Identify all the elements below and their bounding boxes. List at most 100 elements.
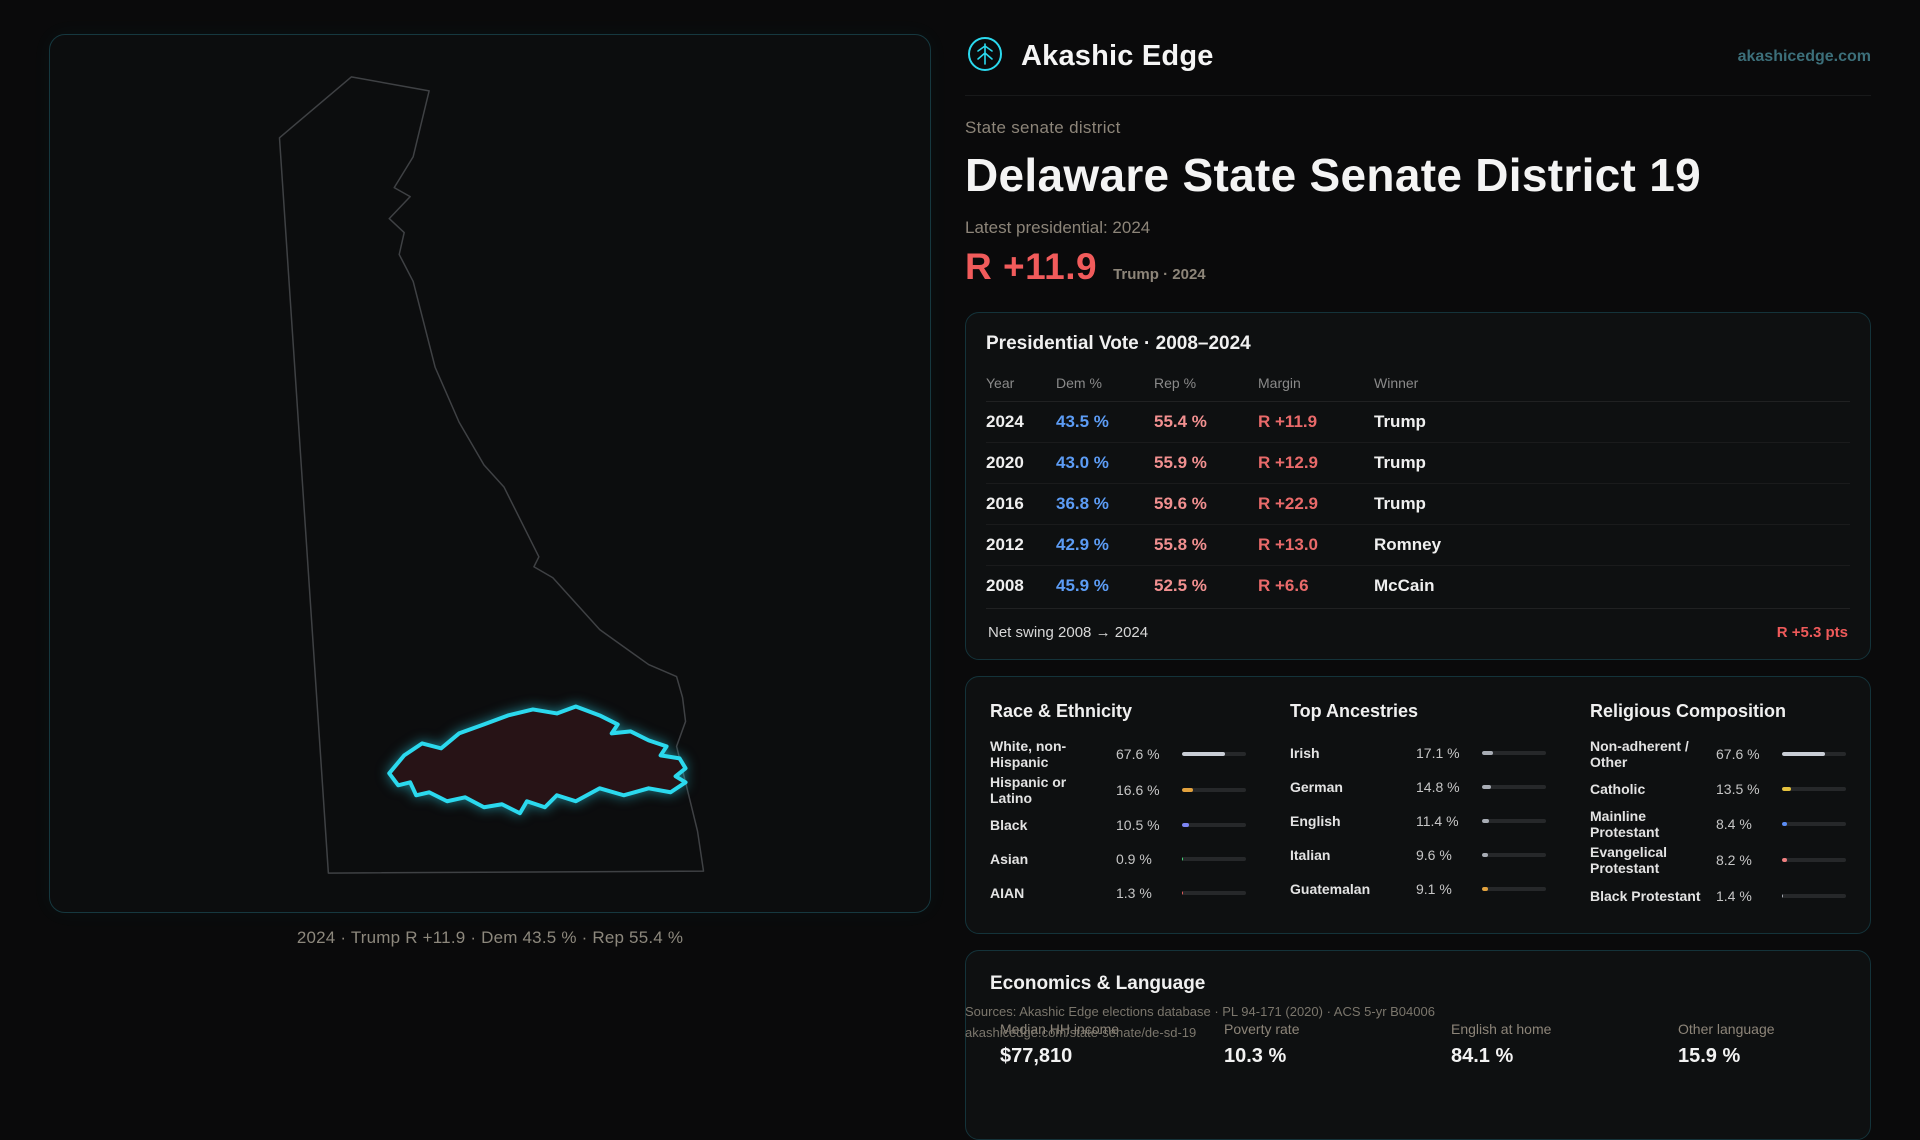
stat-median-income: Median HH income $77,810 xyxy=(1000,1020,1120,1067)
economics-card: Economics & Language Median HH income $7… xyxy=(965,949,1871,1140)
col-year: Year xyxy=(986,367,1056,402)
brand-name: Akashic Edge xyxy=(1021,40,1214,72)
col-margin: Margin xyxy=(1258,367,1374,402)
demo-bar xyxy=(1182,788,1246,793)
dem-cell: 42.9 % xyxy=(1056,524,1154,566)
stat-poverty-rate: Poverty rate 10.3 % xyxy=(1224,1020,1300,1067)
vote-row: 2016 36.8 % 59.6 % R +22.9 Trump xyxy=(986,483,1850,525)
margin-context: Trump · 2024 xyxy=(1113,266,1206,283)
demo-row: English 11.4 % xyxy=(1290,804,1546,838)
demo-bar xyxy=(1482,853,1546,857)
demo-row: Black 10.5 % xyxy=(990,808,1246,842)
district-shape[interactable] xyxy=(387,704,688,816)
winner-cell: Trump xyxy=(1374,401,1850,443)
brand-logo-icon xyxy=(965,34,1005,79)
vote-table-header: Year Dem % Rep % Margin Winner xyxy=(986,367,1850,402)
demo-bar xyxy=(1482,887,1546,891)
vote-card-title: Presidential Vote · 2008–2024 xyxy=(986,333,1251,354)
col-rep: Rep % xyxy=(1154,367,1258,402)
dem-cell: 43.0 % xyxy=(1056,442,1154,484)
demo-row: Italian 9.6 % xyxy=(1290,838,1546,872)
demo-row: AIAN 1.3 % xyxy=(990,876,1246,910)
map-caption: 2024 · Trump R +11.9 · Dem 43.5 % · Rep … xyxy=(296,928,684,947)
stat-other-language: Other language 15.9 % xyxy=(1678,1020,1775,1067)
demo-row: Black Protestant 1.4 % xyxy=(1590,879,1846,913)
demo-row: Irish 17.1 % xyxy=(1290,736,1546,770)
dem-cell: 43.5 % xyxy=(1056,401,1154,443)
latest-label: Latest presidential: 2024 xyxy=(965,218,1151,237)
demo-row: Catholic 13.5 % xyxy=(1590,772,1846,806)
demo-row: Guatemalan 9.1 % xyxy=(1290,872,1546,906)
demo-bar xyxy=(1482,751,1546,755)
religion-section: Religious Composition Non-adherent / Oth… xyxy=(1590,701,1846,913)
winner-cell: Trump xyxy=(1374,442,1850,484)
dem-cell: 45.9 % xyxy=(1056,576,1109,595)
winner-cell: Trump xyxy=(1374,483,1850,525)
year-cell: 2020 xyxy=(986,442,1056,484)
demo-row: Asian 0.9 % xyxy=(990,842,1246,876)
presidential-vote-card: Presidential Vote · 2008–2024 Year Dem %… xyxy=(965,312,1871,660)
demo-row: Mainline Protestant 8.4 % xyxy=(1590,806,1846,842)
demo-row: Non-adherent / Other 67.6 % xyxy=(1590,736,1846,772)
demo-row: White, non-Hispanic 67.6 % xyxy=(990,736,1246,772)
demo-bar xyxy=(1482,785,1546,789)
ancestries-section: Top Ancestries Irish 17.1 % German 14.8 … xyxy=(1290,701,1546,913)
section-title: Race & Ethnicity xyxy=(990,701,1133,721)
demo-bar xyxy=(1182,752,1246,757)
rep-cell: 52.5 % xyxy=(1154,576,1207,595)
col-winner: Winner xyxy=(1374,367,1850,402)
permalink[interactable]: akashicedge.com/state-senate/de-sd-19 xyxy=(965,1024,1197,1040)
demo-bar xyxy=(1782,858,1846,863)
race-ethnicity-section: Race & Ethnicity White, non-Hispanic 67.… xyxy=(990,701,1246,913)
headline-margin: R +11.9 Trump · 2024 xyxy=(965,246,1871,288)
demo-bar xyxy=(1482,819,1546,823)
margin-cell: R +12.9 xyxy=(1258,442,1374,484)
year-cell: 2016 xyxy=(986,483,1056,525)
demo-row: Evangelical Protestant 8.2 % xyxy=(1590,842,1846,878)
page-title: Delaware State Senate District 19 xyxy=(965,149,1702,201)
brand-domain-link[interactable]: akashicedge.com xyxy=(1737,47,1871,65)
brand-header: Akashic Edge akashicedge.com xyxy=(965,0,1871,96)
vote-row: 2008 45.9 % 52.5 % R +6.6 McCain xyxy=(986,566,1850,607)
demo-row: German 14.8 % xyxy=(1290,770,1546,804)
rep-cell: 59.6 % xyxy=(1154,483,1258,525)
section-title: Top Ancestries xyxy=(1290,701,1419,721)
demo-bar xyxy=(1782,893,1846,898)
year-cell: 2012 xyxy=(986,524,1056,566)
economics-title: Economics & Language xyxy=(990,972,1206,994)
demographics-card: Race & Ethnicity White, non-Hispanic 67.… xyxy=(965,676,1871,934)
rep-cell: 55.4 % xyxy=(1154,401,1258,443)
margin-cell: R +13.0 xyxy=(1258,524,1374,566)
page-footer: Sources: Akashic Edge elections database… xyxy=(965,1002,1435,1044)
margin-cell: R +6.6 xyxy=(1258,576,1309,595)
vote-table: Year Dem % Rep % Margin Winner 2024 43.5… xyxy=(986,367,1850,606)
net-swing-row: Net swing 2008 → 2024 R +5.3 pts xyxy=(986,608,1850,655)
vote-row: 2020 43.0 % 55.9 % R +12.9 Trump xyxy=(986,442,1850,484)
winner-cell: McCain xyxy=(1374,576,1435,595)
dem-cell: 36.8 % xyxy=(1056,483,1154,525)
margin-value: R +11.9 xyxy=(965,246,1098,287)
winner-cell: Romney xyxy=(1374,524,1850,566)
economics-stats: Median HH income $77,810 Poverty rate 10… xyxy=(990,1021,1846,1068)
stat-english-at-home: English at home 84.1 % xyxy=(1451,1020,1552,1067)
section-title: Religious Composition xyxy=(1590,701,1786,721)
delaware-map xyxy=(278,76,705,874)
sources-line: Sources: Akashic Edge elections database… xyxy=(965,1004,1435,1019)
demo-bar xyxy=(1182,823,1246,828)
vote-row: 2012 42.9 % 55.8 % R +13.0 Romney xyxy=(986,524,1850,566)
demo-bar xyxy=(1782,822,1846,827)
kicker: State senate district xyxy=(965,118,1121,137)
net-swing-value: R +5.3 pts xyxy=(1776,624,1848,641)
year-cell: 2008 xyxy=(986,576,1024,595)
detail-panel: Akashic Edge akashicedge.com State senat… xyxy=(965,0,1871,1140)
margin-cell: R +11.9 xyxy=(1258,401,1374,443)
demo-row: Hispanic or Latino 16.6 % xyxy=(990,772,1246,808)
margin-cell: R +22.9 xyxy=(1258,483,1374,525)
district-map-panel[interactable] xyxy=(49,34,931,913)
demo-bar xyxy=(1782,752,1846,757)
net-swing-label: Net swing 2008 → 2024 xyxy=(988,624,1149,641)
rep-cell: 55.9 % xyxy=(1154,442,1258,484)
col-dem: Dem % xyxy=(1056,367,1154,402)
demo-bar xyxy=(1182,857,1246,862)
vote-row: 2024 43.5 % 55.4 % R +11.9 Trump xyxy=(986,401,1850,443)
